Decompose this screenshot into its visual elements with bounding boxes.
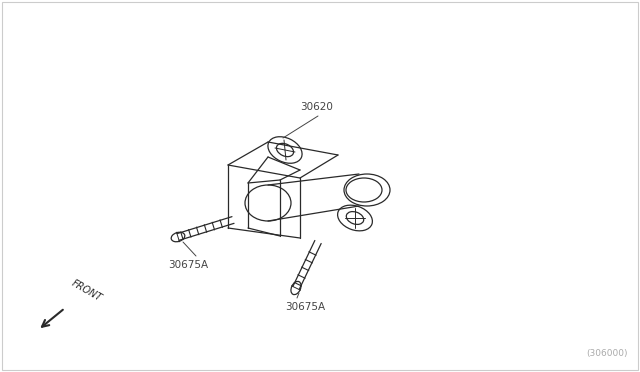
Text: 30675A: 30675A bbox=[285, 302, 325, 312]
Text: 30620: 30620 bbox=[300, 102, 333, 112]
Text: FRONT: FRONT bbox=[70, 278, 104, 303]
Text: (306000): (306000) bbox=[586, 349, 628, 358]
Text: 30675A: 30675A bbox=[168, 260, 208, 270]
